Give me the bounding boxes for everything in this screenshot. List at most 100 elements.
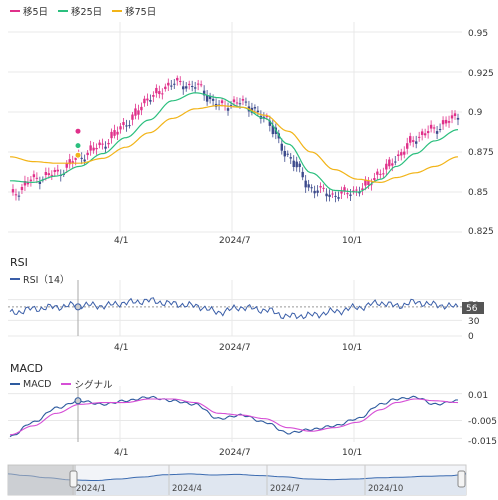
candle-body [110, 131, 113, 139]
candle-body [313, 190, 316, 194]
legend-ma5[interactable]: 移5日 [10, 4, 48, 18]
candle-body [376, 171, 379, 175]
candle-body [262, 116, 266, 118]
candle-body [232, 99, 236, 102]
candle-body [14, 194, 18, 196]
candle-body [188, 83, 191, 85]
candle-body [152, 95, 155, 97]
navigator-label: 2024/4 [172, 484, 202, 494]
legend-ma25[interactable]: 移25日 [58, 4, 102, 18]
candle-body [119, 126, 122, 130]
candle-body [385, 163, 388, 170]
price-x-tick: 10/1 [342, 236, 362, 246]
candle-body [107, 142, 110, 145]
candle-body [453, 113, 457, 117]
candle-body [292, 160, 295, 167]
legend-ma75[interactable]: 移75日 [112, 4, 156, 18]
rsi-x-tick: 10/1 [342, 343, 362, 353]
macd-x-tick: 2024/7 [219, 448, 251, 458]
candle-body [179, 80, 182, 83]
macd-line [9, 395, 459, 438]
candle-body [122, 122, 125, 125]
rsi-y-tick: 30 [468, 317, 480, 327]
candle-body [289, 157, 292, 159]
candle-body [435, 131, 439, 134]
candle-body [253, 107, 257, 109]
candle-body [355, 189, 358, 191]
candle-body [238, 103, 242, 105]
candle-body [116, 131, 119, 135]
candle-body [364, 179, 367, 186]
candle-body [71, 161, 74, 164]
legend-signal[interactable]: シグナル [61, 377, 113, 391]
rsi-legend: RSI（14） [10, 272, 70, 286]
candle-body [92, 147, 95, 151]
price-y-tick: 0.825 [468, 227, 494, 237]
candle-body [185, 86, 188, 89]
candle-body [268, 120, 272, 126]
candle-body [441, 120, 445, 125]
candle-body [322, 187, 325, 189]
candle-body [220, 100, 224, 104]
macd-legend: MACD シグナル [10, 377, 113, 391]
price-y-tick: 0.9 [468, 108, 483, 118]
price-x-tick: 4/1 [114, 236, 128, 246]
candle-body [173, 83, 176, 85]
candle-body [397, 154, 400, 157]
range-navigator[interactable]: 2024/1 2024/4 2024/7 2024/10 [0, 463, 498, 499]
rsi-current-badge [462, 302, 484, 314]
candle-body [83, 159, 86, 162]
candle-body [331, 193, 334, 195]
candle-body [86, 152, 89, 156]
candle-body [450, 115, 454, 119]
candle-body [50, 174, 54, 176]
candle-body [379, 173, 382, 175]
candle-body [35, 177, 39, 179]
candle-body [346, 193, 349, 195]
candle-body [420, 131, 424, 135]
candle-body [295, 161, 298, 168]
candle-body [349, 194, 352, 196]
candle-body [382, 173, 385, 175]
candle-body [128, 125, 131, 127]
candle-body [325, 193, 328, 197]
candle-body [283, 150, 286, 157]
macd-y-tick: -0.015 [468, 437, 497, 447]
price-chart[interactable]: 0.95 0.925 0.9 0.875 0.85 0.825 4/1 2024… [0, 0, 498, 250]
navigator-left-handle[interactable] [69, 470, 78, 488]
candle-body [301, 171, 304, 178]
navigator-line [7, 473, 467, 481]
candle-body [400, 152, 403, 156]
candle-body [426, 131, 430, 134]
candle-body [196, 83, 200, 85]
navigator-label: 2024/10 [368, 484, 403, 494]
rsi-title: RSI [10, 256, 28, 269]
candle-body [53, 170, 56, 172]
navigator-label: 2024/1 [76, 484, 106, 494]
candle-body [167, 82, 170, 86]
rsi-chart[interactable]: 70 30 0 56 4/1 2024/7 10/1 [0, 256, 498, 356]
macd-x-tick: 4/1 [114, 448, 128, 458]
candle-body [334, 195, 337, 197]
ma75-line [9, 105, 459, 184]
candle-body [193, 87, 197, 89]
candle-body [176, 77, 179, 81]
candle-body [140, 106, 143, 111]
macd-chart[interactable]: 0.01 -0.005 -0.015 4/1 2024/7 10/1 [0, 362, 498, 462]
legend-rsi[interactable]: RSI（14） [10, 272, 70, 286]
candle-body [226, 108, 230, 111]
rsi-line [9, 297, 459, 320]
legend-macd[interactable]: MACD [10, 379, 51, 390]
candle-body [158, 91, 161, 95]
candle-body [361, 188, 364, 191]
navigator-right-handle[interactable] [457, 470, 466, 488]
candle-body [29, 179, 33, 182]
candle-body [143, 98, 146, 104]
macd-y-tick: -0.005 [468, 417, 497, 427]
candle-body [190, 86, 194, 88]
candle-body [447, 121, 451, 123]
candle-body [417, 136, 421, 138]
rsi-current-value: 56 [466, 304, 478, 314]
candle-body [316, 190, 319, 193]
candle-body [241, 98, 245, 101]
